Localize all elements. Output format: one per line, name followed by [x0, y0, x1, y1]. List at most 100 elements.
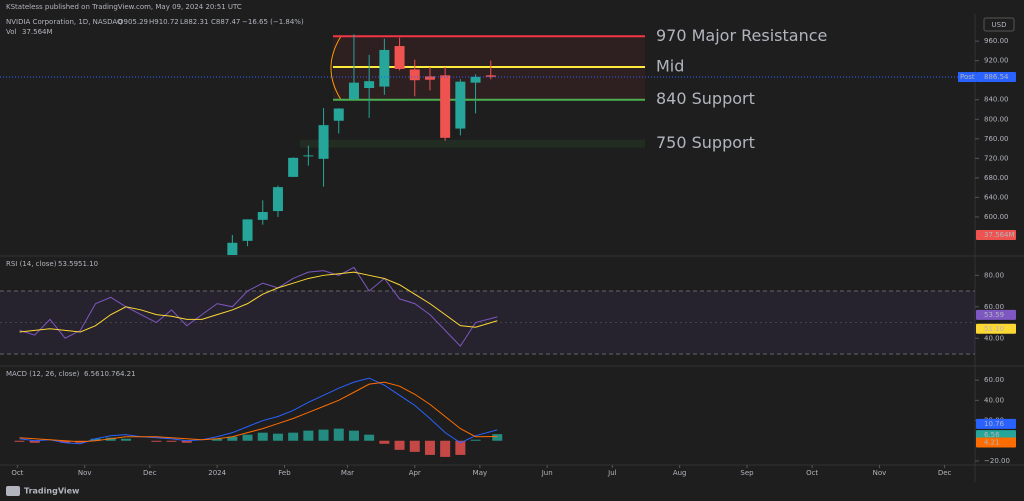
- ohlc-value: −16.65 (−1.84%): [242, 18, 304, 26]
- histogram-bar: [227, 436, 238, 441]
- x-tick-label: May: [473, 469, 487, 477]
- signal-tag: 4.21: [984, 438, 1000, 446]
- histogram-bar: [120, 438, 131, 441]
- x-tick-label: Jul: [607, 469, 617, 477]
- y-tick-label: 640.00: [984, 193, 1009, 201]
- signal-tag-bg: [976, 437, 1016, 448]
- candle-body: [455, 81, 466, 129]
- candle-body: [242, 219, 253, 241]
- zone-bracket: [330, 36, 342, 101]
- post-tag-bg: [958, 72, 976, 83]
- y-tick-label: 800.00: [984, 115, 1009, 123]
- y-tick-label: −20.00: [984, 457, 1010, 465]
- indicator-line: [19, 266, 498, 347]
- x-tick-label: Jun: [541, 469, 553, 477]
- volume-tag-bg: [976, 230, 1016, 240]
- ohlc-value: C887.47: [211, 18, 240, 26]
- candle-body: [379, 49, 390, 87]
- post-price-bg: [976, 72, 1016, 83]
- indicator-value: 6.56: [84, 370, 100, 378]
- histogram-bar: [212, 438, 223, 441]
- x-tick-label: Feb: [278, 469, 291, 477]
- candle-body: [440, 75, 451, 138]
- histogram-bar: [409, 440, 420, 452]
- x-tick-label: 2024: [208, 469, 226, 477]
- indicator-value: 4.21: [120, 370, 136, 378]
- x-tick-label: Mar: [341, 469, 354, 477]
- y-tick-label: 720.00: [984, 154, 1009, 162]
- indicator-title: MACD (12, 26, close): [6, 370, 80, 378]
- y-tick-label: 40.00: [984, 396, 1004, 404]
- histogram-bar: [303, 430, 314, 441]
- level-label: 750 Support: [656, 133, 755, 152]
- ohlc-value: O905.29: [118, 18, 148, 26]
- histogram-bar: [492, 434, 503, 441]
- x-tick-label: Sep: [740, 469, 754, 477]
- y-tick-label: 40.00: [984, 334, 1004, 342]
- histogram-bar: [272, 433, 283, 441]
- candle-body: [348, 82, 359, 100]
- histogram-bar: [288, 432, 299, 441]
- indicator-value: 51.10: [78, 260, 98, 268]
- candle-body: [470, 76, 481, 83]
- histogram-bar: [424, 440, 435, 455]
- brand-logo: [6, 486, 20, 496]
- price-pane: 600.00 640.00 680.00 720.00 760.00 800.00 840.…: [0, 18, 1016, 255]
- volume-tag: 37.564M: [984, 231, 1015, 239]
- histogram-bar: [257, 432, 268, 441]
- post-label: Post: [960, 73, 975, 81]
- indicator-line: [19, 381, 498, 443]
- candle-body: [333, 108, 344, 121]
- x-tick-label: Nov: [78, 469, 92, 477]
- candle-body: [318, 125, 329, 159]
- indicator-line: [19, 271, 498, 333]
- macd-tag: 10.76: [984, 420, 1005, 428]
- histogram-bar: [394, 440, 405, 450]
- histogram-bar: [242, 434, 253, 441]
- x-tick-label: Apr: [409, 469, 421, 477]
- candle-body: [485, 75, 496, 77]
- histogram-bar: [318, 429, 329, 441]
- y-tick-label: 760.00: [984, 135, 1009, 143]
- candle-body: [288, 157, 299, 177]
- x-tick-label: Dec: [938, 469, 952, 477]
- macd-tag-bg: [976, 418, 1016, 429]
- indicator-value: 10.76: [100, 370, 121, 378]
- candles: [227, 34, 496, 255]
- histogram-bar: [14, 440, 25, 442]
- indicator-value: 53.59: [58, 260, 78, 268]
- x-tick-label: Dec: [143, 469, 157, 477]
- histogram-bar: [90, 438, 101, 441]
- histogram-bar: [166, 440, 177, 442]
- histogram-bar: [440, 440, 451, 457]
- rsi-tag: 53.59: [984, 311, 1004, 319]
- candle-body: [272, 187, 283, 212]
- rsi-tag-bg: [976, 309, 1016, 320]
- histogram-bar: [348, 430, 359, 441]
- support-band: [300, 139, 645, 148]
- x-tick-label: Nov: [873, 469, 887, 477]
- volume-title: Vol: [6, 28, 17, 36]
- currency-box[interactable]: [983, 17, 1015, 32]
- histogram-bar: [60, 440, 71, 443]
- candle-body: [227, 242, 238, 255]
- post-price: 886.54: [984, 73, 1009, 81]
- currency[interactable]: USD: [992, 21, 1007, 29]
- histogram-bar: [455, 440, 466, 455]
- x-tick-label: Oct: [806, 469, 818, 477]
- level-label: 840 Support: [656, 89, 755, 108]
- candle-body: [257, 212, 268, 220]
- level-label: 970 Major Resistance: [656, 26, 827, 45]
- histogram-bar: [151, 440, 162, 442]
- level-label: Mid: [656, 57, 684, 76]
- rsi-band: [0, 291, 975, 354]
- histogram-bar: [105, 437, 116, 441]
- ohlc-value: H910.72: [149, 18, 179, 26]
- publisher: KStateless published on TradingView.com,…: [6, 3, 242, 11]
- candle-body: [394, 46, 405, 69]
- histogram-bar: [470, 439, 481, 441]
- histogram-bar: [364, 434, 375, 441]
